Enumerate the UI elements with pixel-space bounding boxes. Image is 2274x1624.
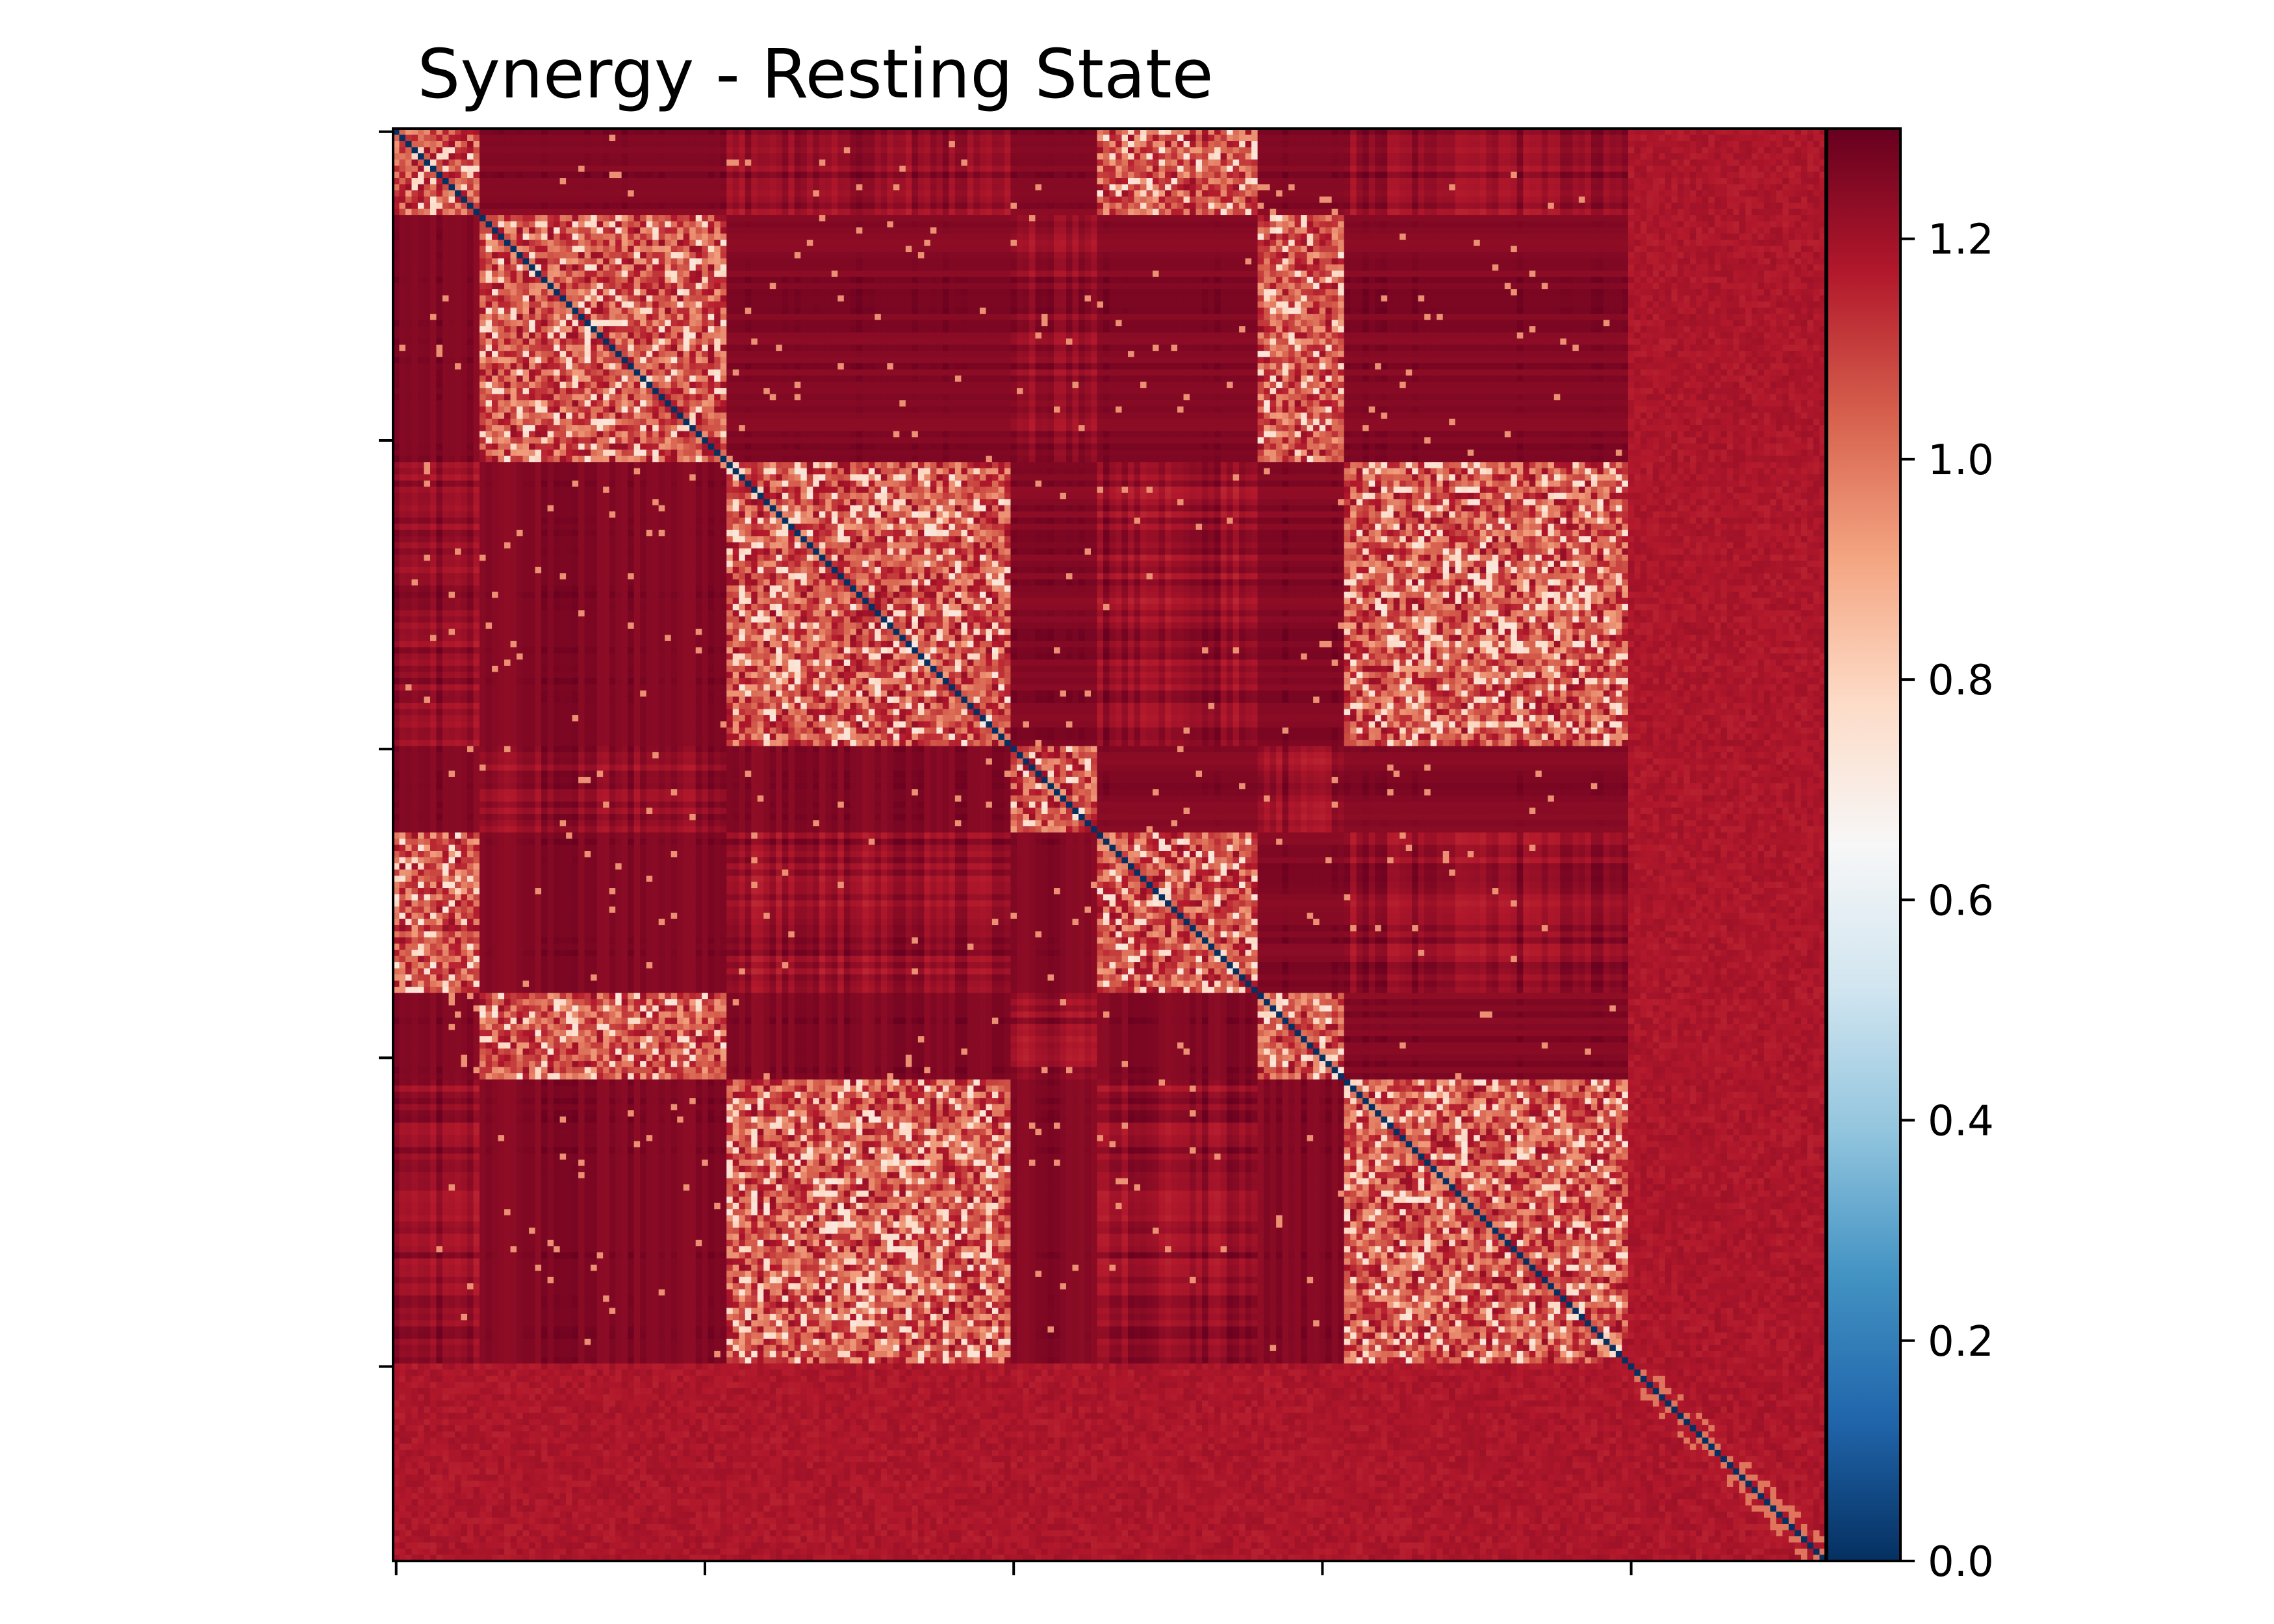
colorbar-tick-label: 0.2	[1928, 1318, 1994, 1366]
y-axis-ticks	[379, 132, 393, 1367]
heatmap-matrix	[393, 129, 1826, 1562]
colorbar-tick-label: 0.8	[1928, 657, 1994, 705]
colorbar-tick-label: 1.2	[1928, 216, 1994, 264]
colorbar-tick-label: 1.0	[1928, 437, 1994, 485]
colorbar	[1827, 129, 1900, 1561]
colorbar-ticks: 0.0 0.2 0.4 0.6 0.8 1.0 1.2	[1900, 216, 1994, 1586]
colorbar-tick-label: 0.6	[1928, 877, 1994, 925]
colorbar-tick-label: 0.4	[1928, 1098, 1994, 1146]
x-axis-ticks	[396, 1561, 1631, 1575]
chart-title: Synergy - Resting State	[417, 34, 1213, 114]
colorbar-tick-label: 0.0	[1928, 1538, 1994, 1586]
